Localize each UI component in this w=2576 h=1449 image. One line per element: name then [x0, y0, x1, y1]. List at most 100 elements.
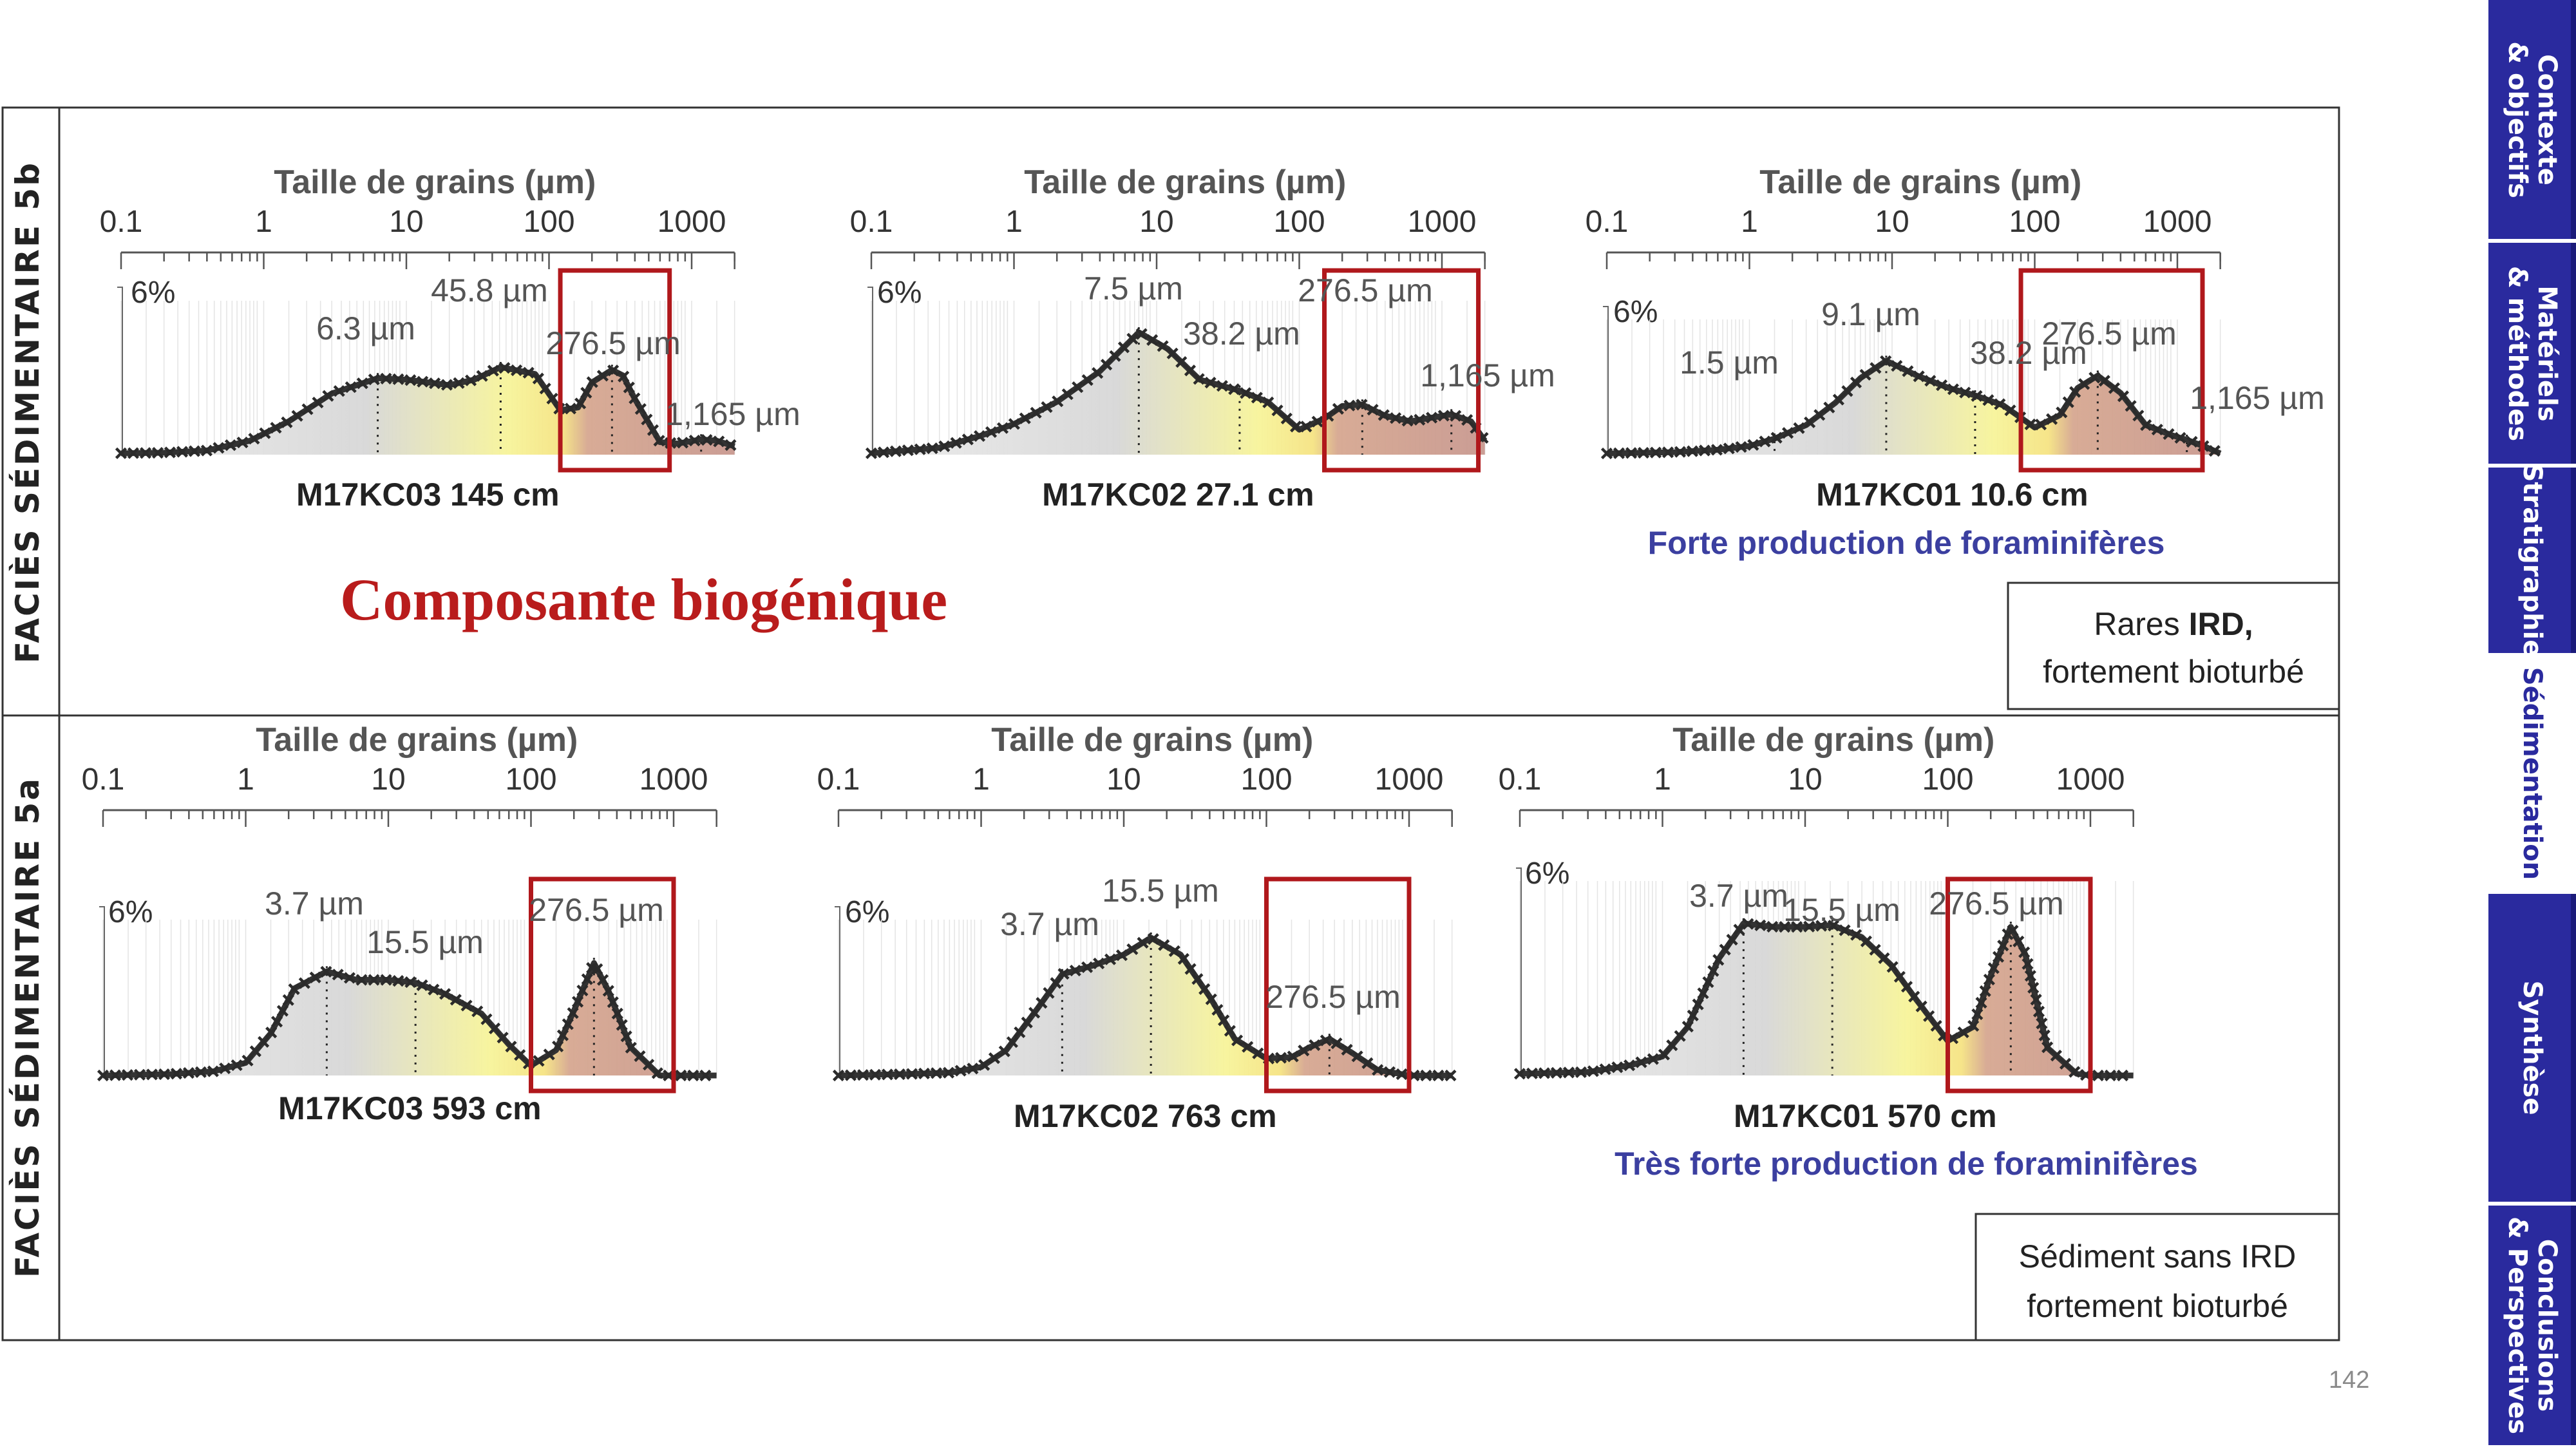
- data-point-marker: [176, 446, 189, 458]
- data-point-marker: [1126, 943, 1139, 956]
- data-point-marker: [889, 445, 902, 457]
- sidebar-tab-stratigraphie[interactable]: Stratigraphie: [2488, 464, 2576, 657]
- data-point-marker: [1146, 334, 1159, 346]
- data-point-marker: [1109, 350, 1121, 362]
- sidebar-tab-matériels[interactable]: Matériels & méthodes: [2488, 243, 2576, 464]
- mode-label: 6.3 µm: [316, 310, 415, 346]
- mode-label: 3.7 µm: [1689, 878, 1788, 914]
- data-point-marker: [675, 1069, 687, 1082]
- data-point-marker: [1779, 921, 1791, 933]
- data-point-marker: [938, 440, 951, 453]
- data-point-marker: [332, 969, 344, 981]
- data-point-marker: [1461, 413, 1473, 426]
- data-point-marker: [596, 974, 609, 986]
- sidebar-tab-contexte[interactable]: Contexte & objectifs: [2488, 0, 2576, 239]
- sidebar-tab-label: Conclusions & Perspectives: [2503, 1216, 2562, 1435]
- data-point-marker: [1432, 1069, 1444, 1082]
- data-point-marker: [2151, 423, 2163, 436]
- data-point-marker: [1444, 1069, 1457, 1082]
- data-point-marker: [1902, 365, 1914, 377]
- data-point-marker: [954, 1065, 967, 1077]
- data-point-marker: [1309, 1039, 1321, 1052]
- data-point-marker: [1823, 401, 1835, 413]
- data-point-marker: [857, 1069, 869, 1081]
- data-point-marker: [1092, 367, 1104, 379]
- sidebar-tab-synthèse[interactable]: Synthèse: [2488, 894, 2576, 1202]
- data-point-marker: [607, 996, 619, 1009]
- data-point-marker: [487, 365, 499, 377]
- data-point-marker: [625, 1041, 637, 1054]
- data-point-marker: [643, 1059, 655, 1071]
- data-point-marker: [653, 435, 665, 447]
- distribution-area: [1607, 361, 2221, 455]
- sidebar-tab-conclusions[interactable]: Conclusions & Perspectives: [2488, 1206, 2576, 1445]
- data-point-marker: [533, 1055, 545, 1067]
- data-point-marker: [2108, 382, 2121, 394]
- x-tick-label: 1000: [2143, 205, 2212, 239]
- x-tick-label: 0.1: [817, 762, 860, 797]
- data-point-marker: [259, 427, 271, 439]
- data-point-marker: [950, 437, 962, 449]
- data-point-marker: [320, 965, 332, 978]
- data-point-marker: [404, 976, 417, 989]
- data-point-marker: [1177, 952, 1189, 965]
- data-point-marker: [574, 397, 587, 410]
- data-point-marker: [322, 390, 334, 402]
- data-point-marker: [1006, 1036, 1019, 1048]
- data-point-marker: [586, 376, 598, 388]
- data-point-marker: [567, 1007, 579, 1019]
- data-point-marker: [985, 426, 998, 439]
- data-point-marker: [440, 379, 453, 391]
- x-axis-title: Taille de grains (µm): [1672, 721, 1994, 759]
- data-point-marker: [258, 1036, 270, 1048]
- data-point-marker: [1211, 1003, 1224, 1016]
- data-point-marker: [1781, 427, 1794, 439]
- data-point-marker: [2032, 1005, 2045, 1018]
- x-axis-title: Taille de grains (µm): [274, 164, 596, 201]
- data-point-marker: [1975, 996, 1987, 1009]
- x-tick-label: 1000: [2056, 762, 2125, 797]
- data-point-marker: [1747, 439, 1759, 451]
- data-point-marker: [356, 377, 368, 390]
- data-point-marker: [288, 983, 300, 996]
- sidebar-tab-sédimentation[interactable]: Sédimentation: [2488, 657, 2576, 890]
- data-point-marker: [1613, 447, 1625, 459]
- x-tick-label: 1000: [639, 762, 708, 797]
- data-point-marker: [510, 364, 523, 377]
- data-point-marker: [1698, 444, 1711, 457]
- note-5b-line1: Rares: [2094, 606, 2188, 642]
- data-point-marker: [926, 442, 938, 455]
- note-5a-line1: Sédiment sans IRD: [2019, 1238, 2297, 1274]
- data-point-marker: [1625, 447, 1638, 459]
- data-point-marker: [164, 446, 176, 459]
- data-point-marker: [556, 1029, 569, 1041]
- y-axis-line: [867, 287, 873, 455]
- sidebar-tab-edge: [2571, 243, 2576, 464]
- sample-subtitle: Forte production de foraminifères: [1648, 525, 2165, 561]
- data-point-marker: [281, 416, 293, 428]
- note-box-5a: Sédiment sans IRD fortement bioturbé: [1975, 1213, 2340, 1341]
- data-point-marker: [471, 1005, 484, 1018]
- note-5b-line2: fortement bioturbé: [2043, 654, 2304, 690]
- highlight-box: [2018, 268, 2205, 473]
- data-point-marker: [1947, 383, 1960, 395]
- data-point-marker: [1599, 1063, 1611, 1075]
- data-point-marker: [2027, 981, 2040, 994]
- data-point-marker: [2069, 386, 2081, 398]
- data-point-marker: [1979, 985, 1991, 998]
- data-point-marker: [368, 374, 380, 386]
- data-point-marker: [127, 447, 140, 459]
- data-point-marker: [1930, 1019, 1942, 1032]
- data-point-marker: [464, 374, 477, 386]
- data-point-marker: [1526, 1067, 1539, 1079]
- data-point-marker: [1351, 1050, 1363, 1063]
- data-point-marker: [460, 999, 473, 1012]
- distribution-area: [838, 938, 1452, 1075]
- data-point-marker: [270, 422, 282, 434]
- data-point-marker: [988, 1052, 1001, 1065]
- data-point-marker: [1378, 409, 1390, 421]
- data-point-marker: [1893, 971, 1906, 983]
- y-axis-line: [1516, 867, 1522, 1075]
- data-point-marker: [1019, 412, 1031, 424]
- data-point-marker: [1104, 953, 1117, 965]
